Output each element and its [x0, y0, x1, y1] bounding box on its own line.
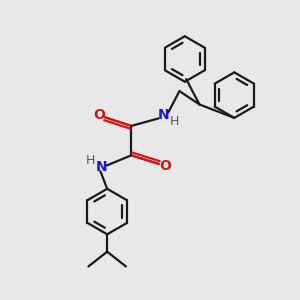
Text: H: H — [86, 154, 95, 167]
Text: H: H — [170, 116, 179, 128]
Text: N: N — [158, 108, 169, 122]
Text: O: O — [93, 108, 105, 122]
Text: N: N — [96, 160, 108, 174]
Text: O: O — [159, 159, 171, 173]
